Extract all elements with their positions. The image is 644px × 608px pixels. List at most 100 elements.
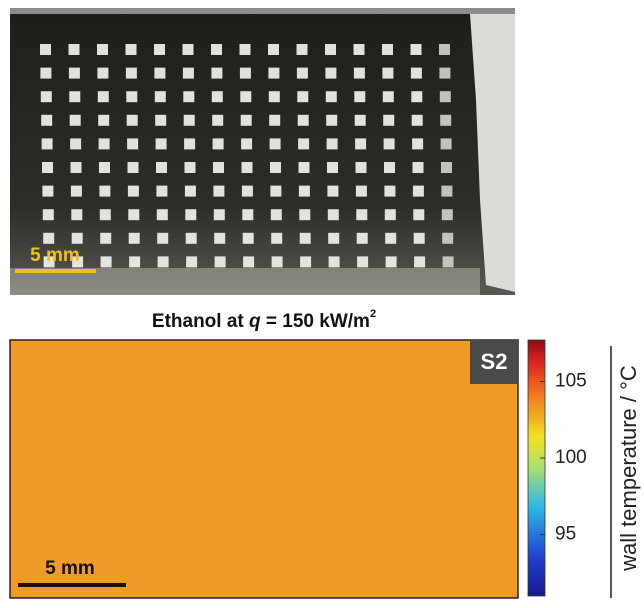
hole [327,186,338,197]
hole [412,138,423,149]
hole [100,209,111,220]
hole [411,44,422,55]
hole [99,138,110,149]
hole [328,209,339,220]
hole [129,256,140,267]
hole [98,115,109,126]
hole [183,91,194,102]
hole [128,186,139,197]
hole [154,68,165,79]
title-text: = 150 kW/m [261,311,370,332]
hole [326,91,337,102]
hole [128,209,139,220]
hole [69,68,80,79]
hole [158,256,169,267]
hole [156,162,167,173]
hole [272,256,283,267]
hole [442,233,453,244]
hole [300,233,311,244]
hole [411,68,422,79]
hole [414,256,425,267]
hole [183,44,194,55]
hole [214,209,225,220]
hole [126,68,137,79]
hole [42,162,53,173]
hole [442,209,453,220]
hole [440,91,451,102]
hole [99,162,110,173]
hole [97,68,108,79]
hole [185,186,196,197]
hole [71,209,82,220]
hole [129,233,140,244]
hole [270,162,281,173]
hole [240,44,251,55]
hole [183,68,194,79]
hole [243,256,254,267]
hole [355,138,366,149]
colorbar [528,340,545,596]
hole [384,162,395,173]
hole [299,186,310,197]
hole [269,115,280,126]
hole [382,44,393,55]
hole [69,44,80,55]
hole [356,186,367,197]
hole [213,138,224,149]
hole [41,91,52,102]
hole [156,186,167,197]
hole [155,91,166,102]
hole [329,256,340,267]
title-variable: q [249,311,261,332]
sample-label: S2 [481,349,508,374]
hole [355,115,366,126]
hole [441,186,452,197]
hole [441,162,452,173]
hole [298,138,309,149]
hole [356,162,367,173]
hole [184,138,195,149]
colorbar-tick-label: 95 [555,524,576,545]
hole [270,186,281,197]
figure: 5 mm Ethanol at q = 150 kW/m2 S2 5 mm 95… [0,0,644,608]
hole [413,162,424,173]
hole [241,138,252,149]
hole [43,209,54,220]
hole [40,44,51,55]
title-text: Ethanol at [152,311,249,332]
hole [328,233,339,244]
hole [213,162,224,173]
hole [42,138,53,149]
hole [99,186,110,197]
hole [269,91,280,102]
hole [41,115,52,126]
hole [413,209,424,220]
hole [413,186,424,197]
hole [441,138,452,149]
hole [300,256,311,267]
hole [70,115,81,126]
hole [297,68,308,79]
hole [69,91,80,102]
hole [71,162,82,173]
hole [240,91,251,102]
hole [357,233,368,244]
hole [327,162,338,173]
hole [157,209,168,220]
hole [100,233,111,244]
hole [357,256,368,267]
hole [386,256,397,267]
hole [186,233,197,244]
hole [154,44,165,55]
hole [157,233,168,244]
photo-scale-label: 5 mm [30,245,80,266]
hole [271,209,282,220]
hole [297,44,308,55]
hole [383,115,394,126]
hole [126,91,137,102]
hole [299,162,310,173]
map-title: Ethanol at q = 150 kW/m2 [152,308,376,332]
hole [126,44,137,55]
hole [70,138,81,149]
hole [384,186,395,197]
